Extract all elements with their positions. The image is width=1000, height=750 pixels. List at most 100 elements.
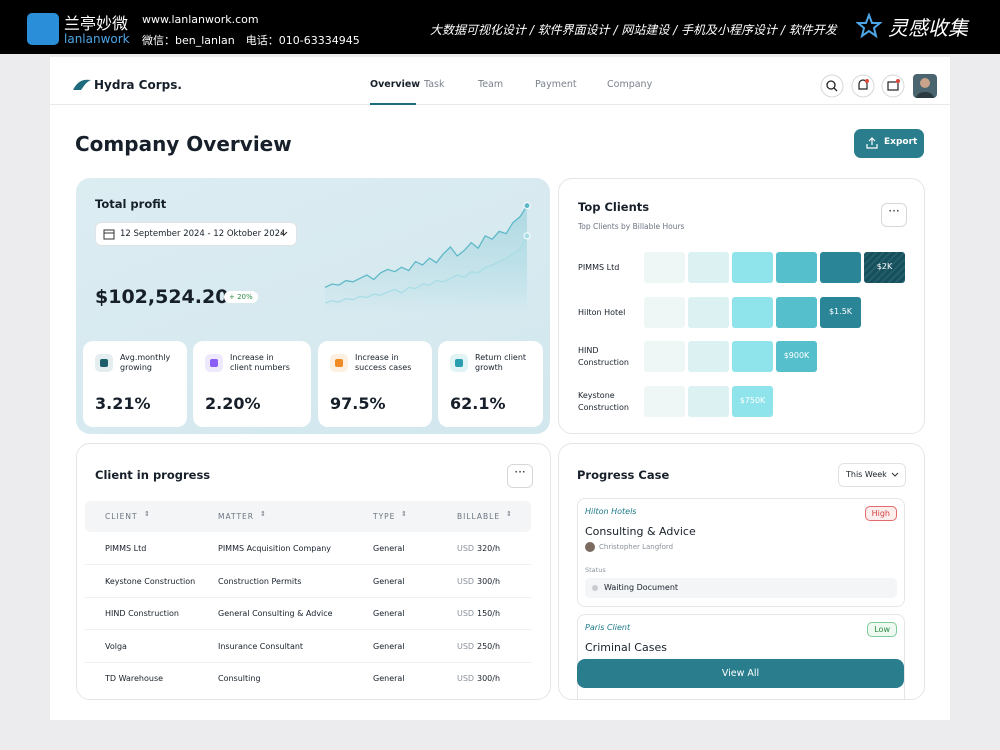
client-bar-cell [644,385,685,417]
mail-button[interactable] [881,74,905,98]
metric-icon-glyph [100,359,108,367]
status-box: Waiting Document [585,578,897,598]
trend-area [325,235,527,312]
metric-label: Increase in client numbers [230,353,290,372]
metric-icon [330,354,348,372]
trend-line [324,235,528,304]
table-cell: Insurance Consultant [218,641,304,651]
progress-title: Progress Case [577,468,670,482]
table-header-cell: CLIENT [105,512,138,521]
client-name: HIND Construction [578,346,629,367]
page-title: Company Overview [75,132,292,156]
table-cell: TD Warehouse [105,674,164,683]
priority-badge: Low [867,622,897,637]
client-bar-cell: $750K [732,385,773,417]
client-name: Hilton Hotel [578,307,626,317]
star-icon [856,13,882,39]
metric-label: Avg.monthly growing [120,353,171,372]
metric-icon-glyph [335,359,343,367]
rate: 300/h [477,674,501,683]
filter-dropdown[interactable]: This Week [838,463,906,487]
sort-icon: ⇕ [401,510,407,518]
case-person: Christopher Langford [599,543,674,551]
logo-icon [27,13,59,45]
clients-table-card: Client in progress ··· CLIENT ⇕ MATTER ⇕ TYP… [76,443,551,700]
more-button[interactable]: ··· [881,203,907,227]
date-picker[interactable]: 12 September 2024 - 12 Oktober 2024 [95,222,297,246]
client-bar-cell [688,385,729,417]
metric-icon-glyph [455,359,463,367]
row-divider [85,564,531,565]
metric-card: Increase in success cases 97.5% [318,341,432,427]
view-all-button[interactable]: View All [577,659,904,688]
case-title: Criminal Cases [585,641,667,654]
metric-value: 97.5% [330,394,386,413]
client-name: Keystone Construction [578,390,629,412]
top-clients-subtitle: Top Clients by Billable Hours [578,222,685,231]
more-button[interactable]: ··· [507,464,533,488]
nav-item[interactable]: Company [607,79,653,90]
client-amount: $750K [739,395,766,405]
nav-item[interactable]: Payment [535,79,577,90]
client-amount: $2K [876,262,893,271]
table-cell: General [373,544,405,553]
top-clients-title: Top Clients [578,200,650,214]
rate: 250/h [477,641,501,651]
status-dot [592,585,598,591]
chevron [891,472,899,477]
table-header-cell: BILLABLE [457,512,501,521]
table-header-cell: TYPE [373,512,396,521]
client-bar-cell: $1.5K [820,296,861,328]
metric-value: 3.21% [95,394,151,413]
nav-item[interactable]: Team [478,79,504,90]
client-bar-cell [688,252,729,283]
table-cell: PIMMS Ltd [105,544,147,553]
table-cell: General Consulting & Advice [218,609,333,618]
banner: 兰亭妙微 lanlanwork www.lanlanwork.com 微信：be… [0,0,1000,54]
profit-amount: $102,524.20 [95,286,229,308]
trend-end-dot [523,202,531,210]
client-bar-cell [820,252,861,283]
search-button[interactable] [820,74,844,98]
nav-item[interactable]: Task [424,79,445,90]
brand[interactable]: Hydra Corps. [94,78,182,92]
app: Hydra Corps. Company Overview Export Tot… [50,57,950,720]
case-client: Hilton Hotels [585,507,637,516]
filter-label: This Week [846,470,887,479]
trend-line [324,205,528,288]
client-bar-cell [644,296,685,328]
nav-item[interactable]: Overview [370,79,421,90]
logo-en: lanlanwork [64,32,130,46]
currency: USD [457,674,475,683]
url: www.lanlanwork.com [142,13,259,26]
rate: 300/h [477,576,501,586]
case-title: Consulting & Advice [585,525,696,538]
table-cell: Construction Permits [218,576,302,586]
metric-value: 2.20% [205,394,261,413]
rate: 150/h [477,609,501,618]
table-cell: General [373,674,405,683]
client-bar-cell: $2K [864,252,905,283]
chevron [280,231,288,236]
metric-icon [450,354,468,372]
case-card: Hilton Hotels High Consulting & Advice Chri… [577,498,905,607]
table-cell: Volga [105,641,127,651]
export-icon [866,137,878,149]
metric-value: 62.1% [450,394,506,413]
currency: USD [457,641,475,651]
trend-end-dot [523,232,531,240]
row-divider [85,661,531,663]
currency: USD [457,576,475,586]
client-bar-cell [688,296,729,328]
notification-button[interactable] [851,74,875,98]
table-header [85,501,531,532]
client-name: PIMMS Ltd [578,263,620,272]
client-amount: $900K [783,351,810,360]
client-bar-cell [776,252,817,283]
client-bar-cell [732,252,773,283]
table-cell: Keystone Construction [105,576,196,586]
export-button[interactable]: Export [854,129,924,158]
person-avatar [585,542,595,552]
sort-icon: ⇕ [144,510,150,518]
row-divider [85,596,531,598]
